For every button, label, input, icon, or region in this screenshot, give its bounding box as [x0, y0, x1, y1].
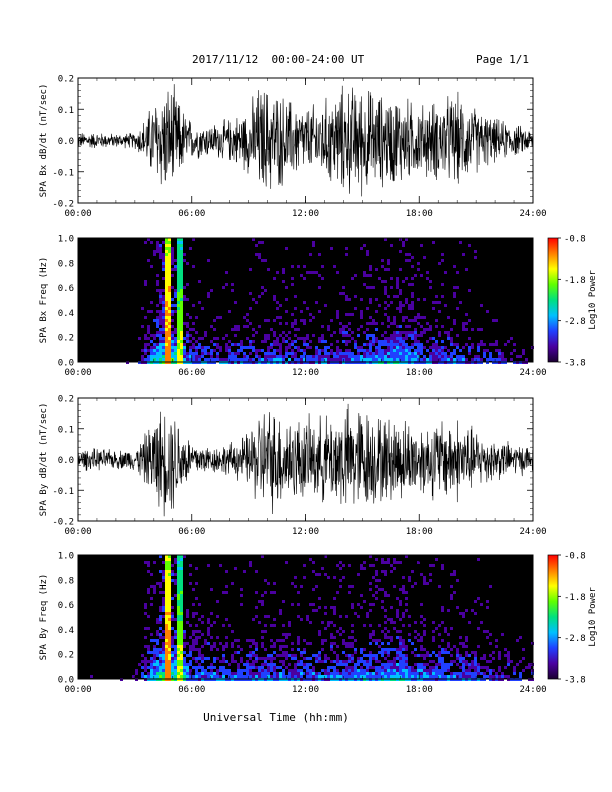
x-tick-label: 12:00 — [292, 209, 319, 219]
colorbar-label: Log10 Power — [588, 587, 598, 647]
y-tick-label: 0.8 — [58, 576, 74, 586]
date-range-title: 2017/11/12 00:00-24:00 UT — [192, 53, 365, 66]
x-tick-label: 06:00 — [178, 685, 205, 695]
x-tick-label: 24:00 — [519, 685, 546, 695]
y-tick-label: 0.0 — [58, 676, 74, 686]
x-tick-label: 24:00 — [519, 368, 546, 378]
colorbar-tick-label: -2.8 — [564, 634, 586, 644]
y-tick-label: -0.1 — [52, 487, 74, 497]
y-tick-label: 0.0 — [58, 359, 74, 369]
y-tick-label: 0.2 — [58, 395, 74, 405]
colorbar-tick-label: -1.8 — [564, 276, 586, 286]
y-axis-label: SPA By dB/dt (nT/sec) — [39, 403, 49, 517]
x-tick-label: 06:00 — [178, 527, 205, 537]
colorbar-label: Log10 Power — [588, 270, 598, 330]
y-tick-label: 0.0 — [58, 137, 74, 147]
x-tick-label: 06:00 — [178, 209, 205, 219]
colorbar-tick-label: -0.8 — [564, 235, 586, 245]
x-tick-label: 18:00 — [406, 527, 433, 537]
colorbar-bx-spec — [547, 237, 559, 363]
x-tick-label: 12:00 — [292, 527, 319, 537]
colorbar-tick-label: -1.8 — [564, 593, 586, 603]
x-tick-label: 24:00 — [519, 209, 546, 219]
page-indicator: Page 1/1 — [476, 53, 529, 66]
panel-bx-ts: -0.2 -0.1 0.0 0.1 0.2 00:00 06:00 12:00 18:00 24:… — [39, 75, 547, 220]
x-tick-label: 18:00 — [406, 685, 433, 695]
y-tick-label: -0.2 — [52, 518, 74, 528]
y-tick-label: -0.1 — [52, 168, 74, 178]
colorbar-tick-label: -3.8 — [564, 359, 586, 369]
x-tick-label: 00:00 — [64, 527, 91, 537]
x-tick-label: 24:00 — [519, 527, 546, 537]
y-tick-label: 0.0 — [58, 456, 74, 466]
y-tick-label: 0.1 — [58, 106, 74, 116]
y-tick-label: 0.2 — [58, 651, 74, 661]
y-axis-label: SPA Bx Freq (Hz) — [39, 257, 49, 344]
x-tick-label: 00:00 — [64, 209, 91, 219]
y-axis-label: SPA By Freq (Hz) — [39, 574, 49, 661]
x-tick-label: 12:00 — [292, 685, 319, 695]
y-tick-label: 0.2 — [58, 334, 74, 344]
y-tick-label: -0.2 — [52, 200, 74, 210]
y-tick-label: 0.4 — [58, 626, 74, 636]
y-tick-label: 0.1 — [58, 425, 74, 435]
x-tick-label: 12:00 — [292, 368, 319, 378]
panel-by-ts: -0.2 -0.1 0.0 0.1 0.2 00:00 06:00 12:00 18:00 24:… — [39, 395, 547, 538]
y-axis-label: SPA Bx dB/dt (nT/sec) — [39, 84, 49, 198]
panel-by-spec: -0.8 -1.8 -2.8 -3.8 Log10 Power 0.0 0.2 0.4 0.6 0… — [39, 552, 598, 696]
colorbar-tick-label: -3.8 — [564, 676, 586, 686]
x-tick-label: 00:00 — [64, 368, 91, 378]
colorbar-tick-label: -2.8 — [564, 317, 586, 327]
y-tick-label: 0.6 — [58, 284, 74, 294]
y-tick-label: 0.8 — [58, 259, 74, 269]
y-tick-label: 1.0 — [58, 552, 74, 562]
y-tick-label: 0.6 — [58, 601, 74, 611]
x-tick-label: 00:00 — [64, 685, 91, 695]
x-tick-label: 18:00 — [406, 368, 433, 378]
colorbar-tick-label: -0.8 — [564, 552, 586, 562]
colorbar-by-spec — [547, 554, 559, 680]
x-tick-label: 18:00 — [406, 209, 433, 219]
y-tick-label: 0.4 — [58, 309, 74, 319]
panel-bx-spec: -0.8 -1.8 -2.8 -3.8 Log10 Power 0.0 0.2 0.4 0.6 0… — [39, 235, 598, 379]
trace-bx-ts — [78, 84, 533, 197]
y-tick-label: 1.0 — [58, 235, 74, 245]
trace-by-ts — [78, 403, 533, 517]
x-axis-label: Universal Time (hh:mm) — [203, 711, 349, 724]
y-tick-label: 0.2 — [58, 75, 74, 85]
x-tick-label: 06:00 — [178, 368, 205, 378]
